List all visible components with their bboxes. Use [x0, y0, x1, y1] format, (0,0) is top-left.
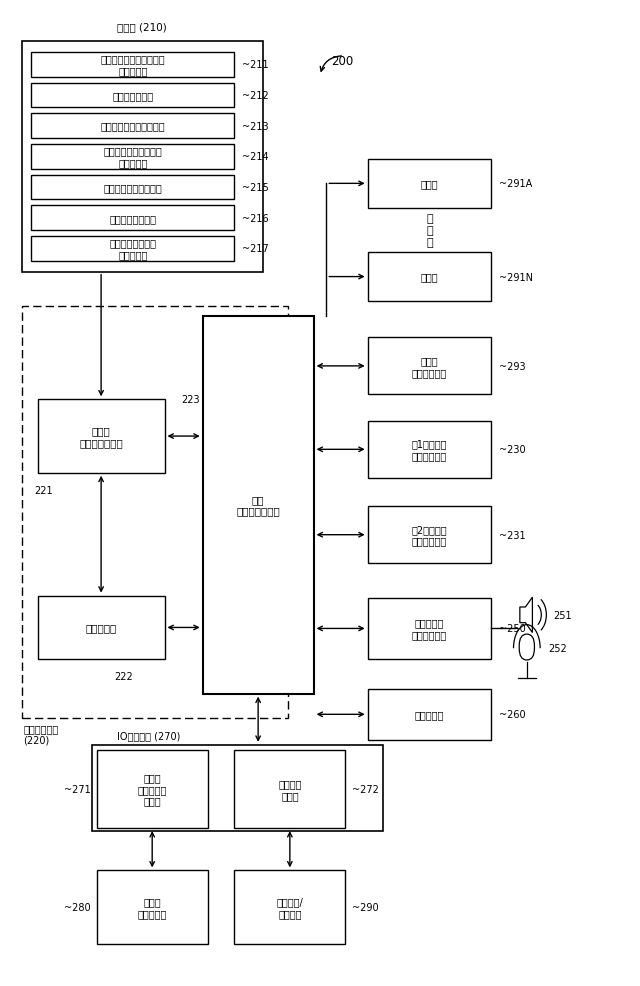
- Bar: [367, 160, 492, 209]
- Bar: [31, 176, 234, 200]
- Text: タッチ
スクリーン
制御部: タッチ スクリーン 制御部: [138, 772, 167, 806]
- Text: センサ: センサ: [420, 272, 438, 282]
- Bar: [38, 400, 164, 473]
- Bar: [38, 596, 164, 660]
- Text: 外部ポート: 外部ポート: [415, 710, 444, 720]
- Bar: [31, 145, 234, 170]
- Text: ~290: ~290: [352, 902, 378, 912]
- Text: メモリ
インタフェース: メモリ インタフェース: [79, 426, 123, 448]
- Text: プロセッサ: プロセッサ: [86, 623, 116, 633]
- Bar: [367, 598, 492, 660]
- Bar: [367, 507, 492, 564]
- Text: 252: 252: [548, 644, 567, 654]
- Text: オペレーションシステム
プログラム: オペレーションシステム プログラム: [100, 54, 165, 76]
- Text: ・
・
・: ・ ・ ・: [426, 214, 433, 247]
- Polygon shape: [520, 598, 532, 633]
- Bar: [22, 307, 288, 719]
- Bar: [367, 252, 492, 302]
- Bar: [22, 42, 263, 272]
- Bar: [367, 421, 492, 478]
- Text: ~260: ~260: [499, 710, 525, 720]
- Bar: [367, 689, 492, 740]
- Text: アプリケーション
プログラム: アプリケーション プログラム: [109, 239, 156, 260]
- Bar: [31, 53, 234, 78]
- Text: センサ: センサ: [420, 179, 438, 189]
- Text: 周辺
インタフェース: 周辺 インタフェース: [236, 494, 280, 516]
- Text: 他の入力
制御部: 他の入力 制御部: [278, 778, 301, 800]
- Bar: [97, 871, 208, 944]
- Text: 他の入力/
制御装置: 他の入力/ 制御装置: [276, 896, 303, 918]
- Bar: [234, 871, 346, 944]
- Text: ~217: ~217: [242, 245, 269, 254]
- Text: 251: 251: [553, 610, 572, 620]
- FancyBboxPatch shape: [519, 634, 534, 661]
- Bar: [31, 237, 234, 261]
- Text: IOシステム (270): IOシステム (270): [117, 730, 180, 740]
- Bar: [234, 750, 346, 828]
- Text: ~211: ~211: [242, 60, 269, 70]
- Text: メモリ (210): メモリ (210): [118, 23, 167, 33]
- Text: カメラプログラム: カメラプログラム: [109, 214, 156, 224]
- Bar: [92, 745, 383, 831]
- Bar: [97, 750, 208, 828]
- Text: グラフィックプログラム: グラフィックプログラム: [100, 121, 165, 131]
- Text: ~291N: ~291N: [499, 272, 533, 282]
- Text: 223: 223: [181, 394, 200, 404]
- Text: カメラ
サブシステム: カメラ サブシステム: [412, 356, 447, 378]
- Text: ~230: ~230: [499, 445, 525, 455]
- Text: ~280: ~280: [64, 902, 90, 912]
- Text: 通信プログラム: 通信プログラム: [112, 91, 154, 101]
- Text: ~291A: ~291A: [499, 179, 532, 189]
- Text: プロセッサ部
(220): プロセッサ部 (220): [23, 724, 58, 745]
- Text: 第1無線通信
サブシステム: 第1無線通信 サブシステム: [412, 439, 447, 460]
- Text: タッチ
スクリーン: タッチ スクリーン: [138, 896, 167, 918]
- Bar: [31, 206, 234, 231]
- Text: ユーザインタフェース
プログラム: ユーザインタフェース プログラム: [104, 146, 162, 168]
- Text: ~293: ~293: [499, 362, 525, 372]
- Text: 222: 222: [114, 671, 132, 681]
- Text: ~213: ~213: [242, 121, 269, 131]
- Text: 第2無線通信
サブシステム: 第2無線通信 サブシステム: [412, 525, 447, 546]
- Text: ~214: ~214: [242, 152, 269, 162]
- Text: ~212: ~212: [242, 91, 269, 101]
- Text: ~215: ~215: [242, 182, 269, 193]
- Text: ~272: ~272: [352, 784, 379, 794]
- Bar: [31, 84, 234, 108]
- Bar: [31, 114, 234, 139]
- Text: ~231: ~231: [499, 530, 525, 540]
- Bar: [367, 338, 492, 395]
- Text: 200: 200: [331, 55, 353, 68]
- Text: コーデックプログラム: コーデックプログラム: [104, 182, 162, 193]
- Bar: [203, 317, 314, 694]
- Text: 221: 221: [35, 485, 53, 495]
- Text: オーディオ
サブシステム: オーディオ サブシステム: [412, 618, 447, 640]
- Text: ~216: ~216: [242, 214, 269, 224]
- Text: ~250: ~250: [499, 624, 525, 634]
- Text: ~271: ~271: [63, 784, 90, 794]
